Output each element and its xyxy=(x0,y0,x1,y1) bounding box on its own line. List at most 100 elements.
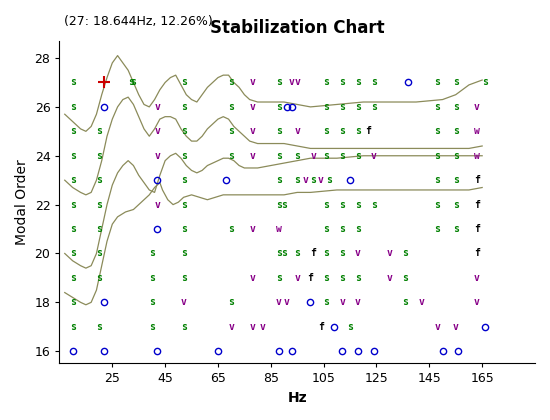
Text: s: s xyxy=(434,200,440,210)
Title: Stabilization Chart: Stabilization Chart xyxy=(210,18,384,37)
Text: s: s xyxy=(355,77,361,87)
Text: s: s xyxy=(434,224,440,234)
Text: f: f xyxy=(474,200,480,210)
Text: s: s xyxy=(323,273,329,283)
Text: f: f xyxy=(318,322,324,332)
Text: v: v xyxy=(154,126,160,136)
Y-axis label: Modal Order: Modal Order xyxy=(15,159,29,245)
Text: s: s xyxy=(276,273,282,283)
Text: v: v xyxy=(249,151,255,161)
Text: s: s xyxy=(403,249,409,258)
Text: f: f xyxy=(310,249,316,258)
Text: s: s xyxy=(323,102,329,112)
Text: s: s xyxy=(149,322,155,332)
Text: s: s xyxy=(70,151,75,161)
Text: s: s xyxy=(96,175,102,185)
Text: v: v xyxy=(249,77,255,87)
Text: s: s xyxy=(294,151,300,161)
Text: v: v xyxy=(371,151,377,161)
Text: s: s xyxy=(276,175,282,185)
Text: s: s xyxy=(323,297,329,307)
Text: s: s xyxy=(276,102,282,112)
Text: s: s xyxy=(228,224,234,234)
Text: v: v xyxy=(228,322,234,332)
Text: s: s xyxy=(434,126,440,136)
Text: s: s xyxy=(339,249,345,258)
Text: s: s xyxy=(355,126,361,136)
Text: v: v xyxy=(387,249,393,258)
Text: s: s xyxy=(128,77,134,87)
Text: s: s xyxy=(228,102,234,112)
Text: v: v xyxy=(181,297,186,307)
Text: v: v xyxy=(154,200,160,210)
Text: s: s xyxy=(96,322,102,332)
Text: s: s xyxy=(453,224,459,234)
Text: s: s xyxy=(228,77,234,87)
Text: s: s xyxy=(276,200,282,210)
Text: v: v xyxy=(154,151,160,161)
Text: s: s xyxy=(70,249,75,258)
Text: v: v xyxy=(474,297,480,307)
Text: s: s xyxy=(434,151,440,161)
Text: s: s xyxy=(347,322,353,332)
Text: s: s xyxy=(181,175,186,185)
Text: s: s xyxy=(276,126,282,136)
Text: s: s xyxy=(181,322,186,332)
Text: f: f xyxy=(474,175,480,185)
Text: v: v xyxy=(249,273,255,283)
Text: s: s xyxy=(70,297,75,307)
Text: s: s xyxy=(181,102,186,112)
Text: s: s xyxy=(96,249,102,258)
Text: s: s xyxy=(339,77,345,87)
Text: s: s xyxy=(403,273,409,283)
Text: s: s xyxy=(276,249,282,258)
Text: v: v xyxy=(294,273,300,283)
Text: s: s xyxy=(434,175,440,185)
Text: v: v xyxy=(453,322,459,332)
Text: f: f xyxy=(366,126,371,136)
Text: s: s xyxy=(96,151,102,161)
Text: s: s xyxy=(434,102,440,112)
Text: s: s xyxy=(339,200,345,210)
Text: s: s xyxy=(70,102,75,112)
Text: (27: 18.644Hz, 12.26%): (27: 18.644Hz, 12.26%) xyxy=(64,15,213,28)
Text: v: v xyxy=(284,297,290,307)
Text: s: s xyxy=(181,224,186,234)
Text: s: s xyxy=(453,77,459,87)
Text: s: s xyxy=(281,200,287,210)
Text: s: s xyxy=(371,102,377,112)
Text: s: s xyxy=(339,151,345,161)
Text: s: s xyxy=(70,175,75,185)
Text: v: v xyxy=(339,297,345,307)
Text: v: v xyxy=(474,102,480,112)
Text: s: s xyxy=(482,77,488,87)
Text: s: s xyxy=(310,175,316,185)
Text: s: s xyxy=(294,249,300,258)
Text: s: s xyxy=(371,200,377,210)
Text: s: s xyxy=(453,175,459,185)
Text: s: s xyxy=(323,126,329,136)
Text: s: s xyxy=(339,273,345,283)
Text: s: s xyxy=(70,224,75,234)
Text: s: s xyxy=(70,200,75,210)
Text: s: s xyxy=(149,297,155,307)
Text: s: s xyxy=(181,200,186,210)
Text: v: v xyxy=(249,126,255,136)
X-axis label: Hz: Hz xyxy=(288,391,307,405)
Text: s: s xyxy=(181,273,186,283)
Text: s: s xyxy=(130,77,136,87)
Text: v: v xyxy=(302,175,308,185)
Text: w: w xyxy=(474,151,480,161)
Text: v: v xyxy=(355,297,361,307)
Text: s: s xyxy=(149,249,155,258)
Text: s: s xyxy=(228,126,234,136)
Text: s: s xyxy=(403,297,409,307)
Text: s: s xyxy=(339,126,345,136)
Text: s: s xyxy=(228,297,234,307)
Text: s: s xyxy=(181,126,186,136)
Text: s: s xyxy=(326,175,332,185)
Text: s: s xyxy=(70,77,75,87)
Text: v: v xyxy=(249,102,255,112)
Text: s: s xyxy=(323,200,329,210)
Text: v: v xyxy=(387,273,393,283)
